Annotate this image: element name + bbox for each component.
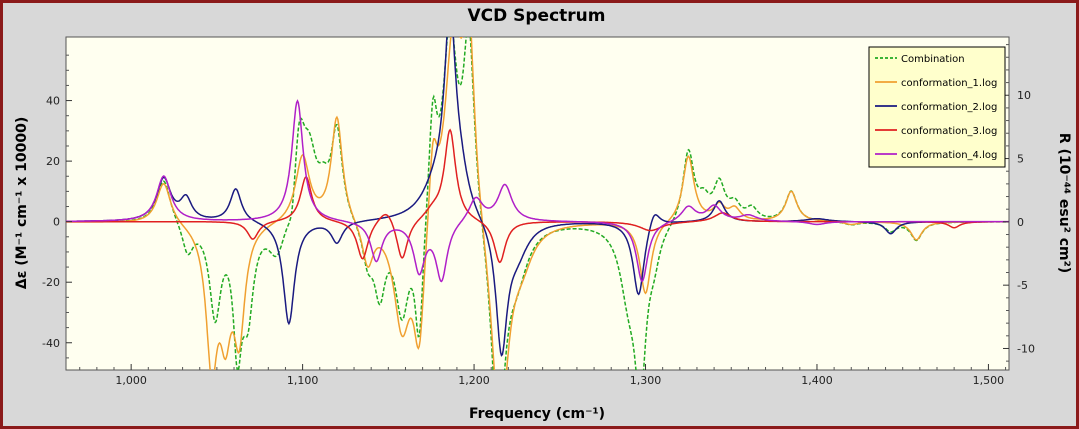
y-left-tick-label: 40 bbox=[46, 95, 60, 108]
y-axis-left-label: Δε (M⁻¹ cm⁻¹ x 10000) bbox=[14, 117, 30, 290]
chart-title: VCD Spectrum bbox=[467, 6, 606, 26]
y-left-tick-label: -20 bbox=[42, 276, 60, 289]
y-left-tick-label: 0 bbox=[53, 216, 60, 229]
series-line bbox=[66, 99, 1009, 283]
legend-entry-label: conformation_1.log bbox=[901, 78, 997, 89]
x-tick-label: 1,200 bbox=[458, 374, 490, 387]
y-right-tick-label: 5 bbox=[1017, 153, 1024, 166]
y-right-tick-label: 10 bbox=[1017, 89, 1031, 102]
legend-entry-label: conformation_4.log bbox=[901, 150, 997, 161]
series-line bbox=[66, 37, 1009, 370]
x-axis-label: Frequency (cm⁻¹) bbox=[469, 406, 605, 422]
legend: Combination conformation_1.log conformatio… bbox=[868, 46, 1006, 168]
legend-entry-label: conformation_2.log bbox=[901, 102, 997, 113]
y-right-tick-label: -10 bbox=[1017, 342, 1035, 355]
y-right-tick-label: -5 bbox=[1017, 279, 1028, 292]
x-tick-label: 1,400 bbox=[801, 374, 833, 387]
y-right-tick-label: 0 bbox=[1017, 216, 1024, 229]
legend-box bbox=[868, 46, 1006, 168]
plot-area bbox=[65, 36, 1010, 371]
x-tick-label: 1,000 bbox=[115, 374, 147, 387]
y-left-tick-label: 20 bbox=[46, 155, 60, 168]
y-left-tick-label: -40 bbox=[42, 337, 60, 350]
legend-entry-label: conformation_3.log bbox=[901, 126, 997, 137]
legend-entry-label: Combination bbox=[901, 54, 965, 65]
x-tick-label: 1,100 bbox=[287, 374, 319, 387]
y-axis-right-label: R (10⁻⁴⁴ esu² cm²) bbox=[1056, 133, 1072, 273]
x-tick-label: 1,300 bbox=[630, 374, 662, 387]
x-tick-label: 1,500 bbox=[973, 374, 1005, 387]
